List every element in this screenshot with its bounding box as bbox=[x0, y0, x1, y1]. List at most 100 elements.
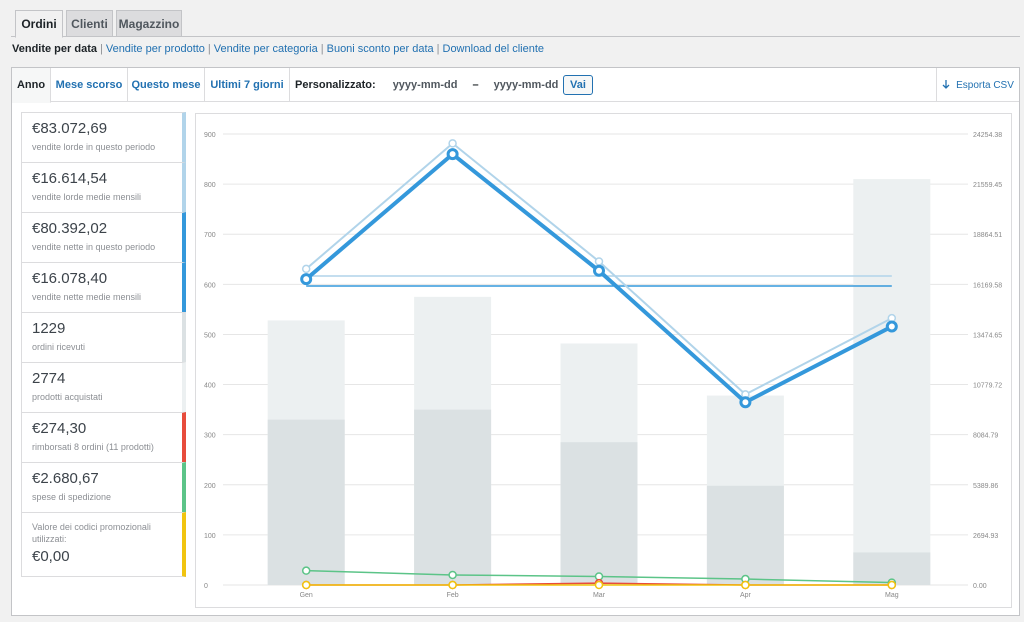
y-left-tick-label: 900 bbox=[204, 132, 216, 139]
legend-value: 1229 bbox=[32, 320, 66, 337]
x-tick-label: Feb bbox=[447, 592, 459, 599]
range-bar: Anno Mese scorso Questo mese Ultimi 7 gi… bbox=[12, 68, 1019, 103]
legend-label: spese di spedizione bbox=[32, 492, 112, 502]
chart-legend: €83.072,69 vendite lorde in questo perio… bbox=[21, 112, 186, 577]
y-right-tick-label: 18864.51 bbox=[973, 232, 1002, 239]
range-questo-mese[interactable]: Questo mese bbox=[128, 68, 205, 102]
legend-value: €274,30 bbox=[32, 420, 87, 437]
series-point bbox=[594, 580, 604, 590]
legend-value: €83.072,69 bbox=[32, 120, 108, 137]
y-left-tick-label: 800 bbox=[204, 182, 216, 189]
subnav-vendite-per-categoria[interactable]: Vendite per categoria bbox=[213, 43, 318, 55]
bar bbox=[267, 419, 345, 585]
custom-range: Personalizzato: yyyy-mm-dd – yyyy-mm-dd bbox=[295, 68, 558, 102]
end-date-input[interactable]: yyyy-mm-dd bbox=[493, 79, 559, 91]
start-date-input[interactable]: yyyy-mm-dd bbox=[392, 79, 458, 91]
y-right-tick-label: 21559.45 bbox=[973, 182, 1002, 189]
subnav-vendite-per-prodotto[interactable]: Vendite per prodotto bbox=[105, 43, 205, 55]
series-point bbox=[446, 148, 459, 161]
x-tick-label: Apr bbox=[740, 592, 752, 599]
y-left-tick-label: 600 bbox=[204, 282, 216, 289]
x-tick-label: Gen bbox=[300, 592, 313, 599]
series-point bbox=[301, 264, 311, 274]
date-separator: – bbox=[472, 79, 479, 91]
legend-vendite-lorde[interactable]: €83.072,69 vendite lorde in questo perio… bbox=[21, 112, 186, 163]
y-left-tick-label: 300 bbox=[204, 433, 216, 440]
legend-value: €16.078,40 bbox=[32, 270, 108, 287]
y-left-tick-label: 400 bbox=[204, 383, 216, 390]
legend-label: prodotti acquistati bbox=[32, 392, 103, 402]
legend-prodotti-acquistati[interactable]: 2774 prodotti acquistati bbox=[21, 362, 186, 413]
series-point bbox=[448, 570, 457, 580]
legend-label: ordini ricevuti bbox=[32, 342, 86, 352]
y-right-tick-label: 8084.79 bbox=[973, 433, 998, 440]
tab-magazzino[interactable]: Magazzino bbox=[116, 10, 182, 37]
legend-vendite-lorde-medie[interactable]: €16.614,54 vendite lorde medie mensili bbox=[21, 162, 186, 213]
y-right-tick-label: 5389.86 bbox=[973, 483, 998, 490]
y-right-tick-label: 16169.58 bbox=[973, 282, 1002, 289]
x-tick-label: Mag bbox=[885, 592, 899, 599]
series-point bbox=[741, 580, 750, 590]
legend-value: €80.392,02 bbox=[32, 220, 108, 237]
y-right-tick-label: 10779.72 bbox=[973, 383, 1002, 390]
legend-label: rimborsati 8 ordini (11 prodotti) bbox=[32, 442, 154, 452]
y-left-tick-label: 200 bbox=[204, 483, 216, 490]
y-right-tick-label: 0.00 bbox=[973, 583, 987, 590]
bar bbox=[560, 442, 638, 585]
series-point bbox=[594, 257, 604, 266]
series-point bbox=[593, 264, 605, 277]
series-point bbox=[448, 580, 457, 590]
range-ultimi-7-giorni[interactable]: Ultimi 7 giorni bbox=[205, 68, 290, 102]
legend-codici-promozionali[interactable]: Valore dei codici promozionali utilizzat… bbox=[21, 512, 186, 577]
report-tabs: Ordini Clienti Magazzino bbox=[11, 10, 1020, 38]
series-point bbox=[448, 139, 457, 148]
y-right-tick-label: 13474.65 bbox=[973, 332, 1002, 339]
y-left-tick-label: 100 bbox=[204, 533, 216, 540]
series-point bbox=[301, 580, 311, 590]
legend-label: vendite nette medie mensili bbox=[32, 292, 142, 302]
legend-label: vendite lorde in questo periodo bbox=[32, 142, 156, 152]
legend-rimborsi[interactable]: €274,30 rimborsati 8 ordini (11 prodotti… bbox=[21, 412, 186, 463]
sales-chart: 0 100 200 300 400 500 600 700 800 900 0.00 2694.93 5… bbox=[195, 113, 1012, 608]
bar bbox=[414, 409, 492, 585]
legend-label: Valore dei codici promozionali utilizzat… bbox=[32, 522, 151, 544]
go-button[interactable]: Vai bbox=[563, 75, 593, 95]
legend-value: 2774 bbox=[32, 370, 66, 387]
y-right-tick-label: 2694.93 bbox=[973, 533, 998, 540]
bar bbox=[706, 485, 784, 585]
series-point bbox=[301, 566, 311, 575]
tab-clienti[interactable]: Clienti bbox=[66, 10, 113, 37]
chart-svg: 0 100 200 300 400 500 600 700 800 900 0.00 2694.93 5… bbox=[204, 132, 1002, 599]
download-arrow-icon bbox=[942, 80, 950, 89]
report-box: Anno Mese scorso Questo mese Ultimi 7 gi… bbox=[11, 67, 1020, 616]
legend-vendite-nette[interactable]: €80.392,02 vendite nette in questo perio… bbox=[21, 212, 186, 263]
export-csv-label: Esporta CSV bbox=[956, 79, 1014, 91]
legend-label: vendite nette in questo periodo bbox=[32, 242, 156, 252]
export-csv-button[interactable]: Esporta CSV bbox=[936, 68, 1019, 102]
subnav-vendite-per-data[interactable]: Vendite per data bbox=[12, 43, 97, 55]
series-point bbox=[885, 320, 898, 333]
legend-value: €2.680,67 bbox=[32, 470, 99, 487]
series-point bbox=[739, 396, 752, 409]
tab-ordini[interactable]: Ordini bbox=[15, 10, 63, 38]
subnav-buoni-sconto[interactable]: Buoni sconto per data bbox=[326, 43, 434, 55]
series-point bbox=[887, 580, 897, 590]
bar bbox=[853, 179, 931, 585]
range-anno[interactable]: Anno bbox=[12, 68, 51, 103]
legend-value: €0,00 bbox=[32, 548, 70, 565]
legend-vendite-nette-medie[interactable]: €16.078,40 vendite nette medie mensili bbox=[21, 262, 186, 313]
y-left-tick-label: 0 bbox=[204, 583, 208, 590]
y-right-tick-label: 24254.38 bbox=[973, 132, 1002, 139]
legend-value: €16.614,54 bbox=[32, 170, 108, 187]
y-left-tick-label: 700 bbox=[204, 232, 216, 239]
y-left-tick-label: 500 bbox=[204, 332, 216, 339]
subnav-download-cliente[interactable]: Download del cliente bbox=[442, 43, 545, 55]
legend-ordini-ricevuti[interactable]: 1229 ordini ricevuti bbox=[21, 312, 186, 363]
range-mese-scorso[interactable]: Mese scorso bbox=[51, 68, 128, 102]
report-subnav: Vendite per data | Vendite per prodotto | Ve… bbox=[12, 43, 545, 55]
series-point bbox=[300, 273, 313, 286]
custom-range-label: Personalizzato: bbox=[295, 79, 376, 91]
x-tick-label: Mar bbox=[593, 592, 606, 599]
legend-spese-spedizione[interactable]: €2.680,67 spese di spedizione bbox=[21, 462, 186, 513]
legend-label: vendite lorde medie mensili bbox=[32, 192, 142, 202]
